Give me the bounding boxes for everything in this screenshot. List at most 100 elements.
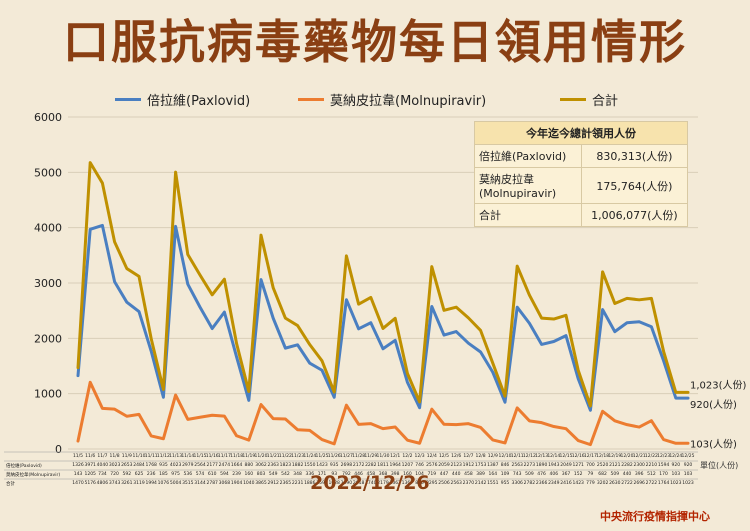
data-point bbox=[248, 439, 250, 441]
table-cell-value: 2172 bbox=[353, 462, 365, 468]
end-label-paxlovid: 920(人份) bbox=[690, 399, 737, 411]
data-point bbox=[650, 325, 653, 328]
table-cell-value: 2282 bbox=[365, 462, 377, 468]
table-cell-value: 746 bbox=[415, 462, 424, 468]
table-cell-value: 236 bbox=[147, 471, 156, 477]
data-point bbox=[223, 311, 226, 313]
data-point bbox=[418, 401, 421, 403]
table-cell-value: 239 bbox=[232, 471, 241, 477]
table-cell-value: 3295 bbox=[426, 480, 438, 486]
data-point bbox=[431, 265, 433, 268]
table-cell-value: 1890 bbox=[536, 462, 548, 468]
data-point bbox=[662, 438, 665, 441]
summary-label-paxlovid: 倍拉維(Paxlovid) bbox=[474, 144, 582, 168]
table-cell-value: 2231 bbox=[292, 480, 304, 486]
table-cell-value: 1326 bbox=[72, 462, 84, 468]
table-cell-value: 1023 bbox=[682, 480, 694, 486]
data-point bbox=[187, 283, 189, 285]
series-line-0 bbox=[76, 223, 690, 412]
table-cell-value: 743 bbox=[513, 471, 522, 477]
x-tick-label: 12/22 bbox=[645, 453, 658, 459]
data-point bbox=[406, 439, 409, 441]
data-point bbox=[284, 418, 287, 420]
data-point bbox=[687, 391, 689, 394]
table-cell-value: 1207 bbox=[402, 462, 414, 468]
legend-item-total: 合計 bbox=[560, 90, 618, 109]
data-point bbox=[540, 421, 543, 424]
data-point bbox=[162, 388, 165, 391]
table-cell-value: 4806 bbox=[97, 480, 109, 486]
table-cell-value: 1076 bbox=[158, 480, 170, 486]
x-tick-label: 12/8 bbox=[476, 453, 486, 459]
table-cell-value: 2363 bbox=[267, 462, 279, 468]
data-point bbox=[516, 265, 518, 267]
table-cell-value: 2142 bbox=[475, 480, 487, 486]
data-point bbox=[589, 405, 592, 407]
data-point bbox=[675, 442, 677, 445]
data-point bbox=[113, 408, 116, 410]
table-cell-value: 1882 bbox=[292, 462, 304, 468]
data-point bbox=[394, 339, 397, 342]
table-cell-value: 1764 bbox=[658, 480, 670, 486]
table-cell-value: 536 bbox=[184, 471, 193, 477]
table-cell-value: 103 bbox=[684, 471, 693, 477]
legend-item-molnupiravir: 莫納皮拉韋(Molnupiravir) bbox=[298, 90, 486, 109]
data-point bbox=[589, 443, 592, 446]
table-cell-value: 2300 bbox=[633, 462, 645, 468]
x-tick-label: 11/15 bbox=[194, 453, 207, 459]
table-cell-value: 2698 bbox=[341, 462, 353, 468]
data-point bbox=[504, 395, 506, 397]
data-point bbox=[614, 302, 616, 305]
table-cell-value: 2722 bbox=[621, 480, 633, 486]
table-cell-value: 2282 bbox=[621, 462, 633, 468]
table-cell-value: 1943 bbox=[548, 462, 560, 468]
table-cell-value: 1753 bbox=[475, 462, 487, 468]
data-point bbox=[113, 241, 116, 243]
data-point bbox=[504, 442, 506, 444]
data-point bbox=[89, 381, 91, 384]
y-tick-label: 0 bbox=[55, 443, 62, 456]
table-cell-value: 1664 bbox=[231, 462, 243, 468]
table-cell-value: 549 bbox=[269, 471, 278, 477]
data-point bbox=[687, 442, 689, 445]
table-cell-value: 93 bbox=[331, 471, 337, 477]
table-cell-value: 2123 bbox=[450, 462, 462, 468]
table-cell-value: 171 bbox=[318, 471, 327, 477]
x-tick-label: 12/24 bbox=[669, 453, 682, 459]
data-point bbox=[565, 427, 567, 430]
x-tick-label: 11/12 bbox=[157, 453, 170, 459]
table-cell-value: 5004 bbox=[170, 480, 182, 486]
x-tick-label: 12/13 bbox=[535, 453, 548, 459]
data-point bbox=[272, 417, 275, 420]
data-point bbox=[199, 274, 201, 276]
data-point bbox=[223, 278, 226, 281]
data-point bbox=[479, 351, 482, 353]
table-cell-value: 734 bbox=[98, 471, 107, 477]
table-cell-value: 2177 bbox=[206, 462, 218, 468]
data-point bbox=[162, 396, 165, 399]
data-point bbox=[309, 343, 311, 346]
data-point bbox=[614, 420, 616, 422]
data-point bbox=[589, 409, 592, 412]
table-cell-value: 103 bbox=[672, 471, 681, 477]
data-point bbox=[345, 404, 348, 406]
x-tick-label: 11/6 bbox=[85, 453, 95, 459]
data-point bbox=[406, 381, 409, 384]
legend-swatch-total bbox=[560, 98, 586, 101]
table-cell-value: 4023 bbox=[170, 462, 182, 468]
data-point bbox=[321, 438, 323, 441]
table-cell-value: 1550 bbox=[304, 462, 316, 468]
data-point bbox=[309, 429, 311, 432]
data-point bbox=[77, 366, 79, 369]
x-tick-label: 11/20 bbox=[255, 453, 268, 459]
table-cell-value: 1387 bbox=[487, 462, 499, 468]
data-point bbox=[235, 342, 238, 345]
table-cell-value: 955 bbox=[501, 480, 510, 486]
table-cell-value: 1964 bbox=[389, 462, 401, 468]
summary-value-paxlovid: 830,313(人份) bbox=[580, 144, 689, 168]
data-point bbox=[467, 317, 470, 319]
data-point bbox=[89, 161, 91, 164]
data-point bbox=[235, 356, 238, 358]
x-tick-label: 12/18 bbox=[596, 453, 609, 459]
y-tick-label: 2000 bbox=[34, 332, 62, 345]
